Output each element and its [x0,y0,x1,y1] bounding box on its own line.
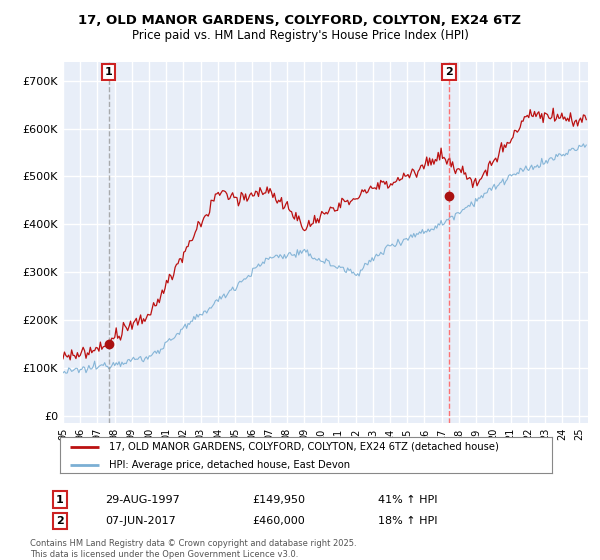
Text: HPI: Average price, detached house, East Devon: HPI: Average price, detached house, East… [109,460,350,470]
Text: 1: 1 [56,494,64,505]
Text: Contains HM Land Registry data © Crown copyright and database right 2025.
This d: Contains HM Land Registry data © Crown c… [30,539,356,559]
Text: 18% ↑ HPI: 18% ↑ HPI [378,516,437,526]
Text: 29-AUG-1997: 29-AUG-1997 [105,494,180,505]
Text: 1: 1 [105,67,113,77]
Text: 17, OLD MANOR GARDENS, COLYFORD, COLYTON, EX24 6TZ: 17, OLD MANOR GARDENS, COLYFORD, COLYTON… [79,14,521,27]
Text: 41% ↑ HPI: 41% ↑ HPI [378,494,437,505]
Text: 2: 2 [445,67,453,77]
Text: Price paid vs. HM Land Registry's House Price Index (HPI): Price paid vs. HM Land Registry's House … [131,29,469,42]
Text: 17, OLD MANOR GARDENS, COLYFORD, COLYTON, EX24 6TZ (detached house): 17, OLD MANOR GARDENS, COLYFORD, COLYTON… [109,442,499,452]
Text: 07-JUN-2017: 07-JUN-2017 [105,516,176,526]
Text: 2: 2 [56,516,64,526]
Text: £460,000: £460,000 [252,516,305,526]
Text: £149,950: £149,950 [252,494,305,505]
